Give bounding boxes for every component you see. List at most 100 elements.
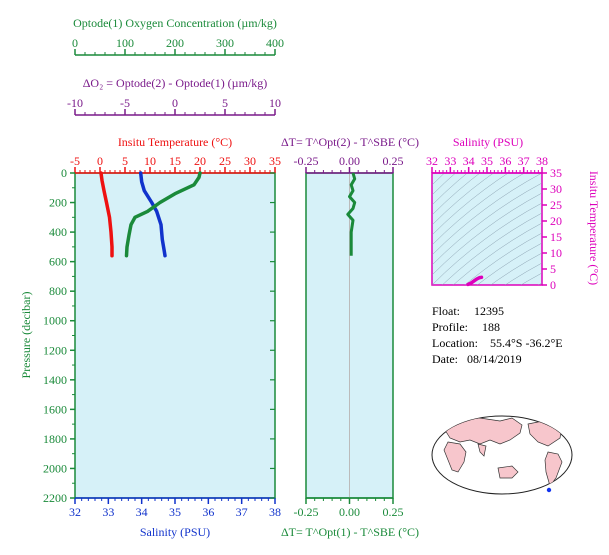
- ts-density-contour: [464, 232, 542, 285]
- delta-o2-axis-tick-label: -10: [67, 96, 83, 110]
- salinity-profile-line: [138, 171, 167, 258]
- oxygen-axis-title: Optode(1) Oxygen Concentration (µm/kg): [73, 16, 277, 30]
- ts-panel: [431, 172, 543, 286]
- oxygen-profile-line: [124, 171, 202, 258]
- ts-salinity-axis-tick-label: 34: [463, 154, 475, 168]
- ts-density-contour: [476, 242, 542, 285]
- ts-temperature-tick-label: 15: [550, 230, 562, 244]
- float-value: 12395: [474, 304, 504, 318]
- delta-t-top-axis-tick-label: -0.25: [294, 154, 319, 168]
- delta-o2-axis-tick-label: -5: [120, 96, 130, 110]
- salinity-axis-tick-label: 33: [102, 505, 114, 519]
- delta-t-bottom-axis-tick-label: -0.25: [294, 505, 319, 519]
- float-location-marker: [546, 487, 552, 493]
- ts-density-contour: [432, 173, 509, 236]
- ts-density-contour: [432, 173, 445, 186]
- delta-t-lines: [346, 172, 357, 256]
- ts-temperature-tick-label: 0: [550, 278, 556, 292]
- ts-density-contour: [490, 252, 542, 285]
- pressure-tick-label: 200: [49, 196, 67, 210]
- ts-temperature-tick-label: 35: [550, 166, 562, 180]
- temperature-axis-tick-label: 25: [219, 154, 231, 168]
- salinity-axis-tick-label: 37: [236, 505, 248, 519]
- delta-t-top-title: ΔT= T^Opt(2) - T^SBE (°C): [281, 135, 419, 149]
- delta-t-bottom-axis-tick-label: 0.00: [339, 505, 360, 519]
- ts-density-contour: [432, 173, 468, 206]
- ts-salinity-title: Salinity (PSU): [453, 135, 523, 149]
- temperature-axis-tick-label: -5: [70, 154, 80, 168]
- delta-o2-axis-tick-label: 10: [269, 96, 281, 110]
- ts-salinity-axis-tick-label: 38: [536, 154, 548, 168]
- delta-t-top-axis-tick-label: 0.00: [339, 154, 360, 168]
- delta-t-bottom-title: ΔT= T^Opt(1) - T^SBE (°C): [281, 525, 419, 539]
- oxygen-axis-tick-label: 400: [266, 36, 284, 50]
- temperature-axis-tick-label: 30: [244, 154, 256, 168]
- temperature-axis-tick-label: 15: [169, 154, 181, 168]
- salinity-axis: 32 33 34 35 36 37 38: [69, 497, 281, 519]
- pressure-tick-label: 400: [49, 225, 67, 239]
- oxygen-axis-tick-label: 100: [116, 36, 134, 50]
- delta-t-line: [346, 172, 357, 256]
- pressure-tick-label: 0: [61, 166, 67, 180]
- delta-t-bottom-axis: -0.25 0.00 0.25: [294, 497, 404, 519]
- delta-t-top-axis: -0.25 0.00 0.25: [294, 154, 404, 174]
- temperature-axis-tick-label: 0: [97, 154, 103, 168]
- pressure-tick-label: 600: [49, 255, 67, 269]
- ts-curve: [466, 275, 484, 287]
- salinity-axis-tick-label: 32: [69, 505, 81, 519]
- oxygen-axis-tick-label: 200: [166, 36, 184, 50]
- oxygen-axis-tick-label: 300: [216, 36, 234, 50]
- delta-o2-axis-tick-label: 0: [172, 96, 178, 110]
- salinity-axis-tick-label: 34: [136, 505, 148, 519]
- date-label: Date:: [432, 352, 458, 366]
- delta-o2-axis-title: ΔO₂ = Optode(2) - Optode(1) (µm/kg): [83, 76, 268, 90]
- salinity-axis-tick-label: 36: [202, 505, 214, 519]
- float-label: Float:: [432, 304, 460, 318]
- temperature-axis: -5 0 5 10 15 20 25 30 35: [70, 154, 281, 174]
- oxygen-axis-tick-label: 0: [72, 36, 78, 50]
- ts-density-contours: [432, 173, 542, 285]
- ts-density-contour: [504, 262, 542, 285]
- pressure-tick-label: 800: [49, 284, 67, 298]
- ts-temperature-tick-label: 20: [550, 214, 562, 228]
- temperature-axis-title: Insitu Temperature (°C): [118, 135, 232, 149]
- ts-temperature-label: Insitu Temperature (°C): [587, 171, 601, 285]
- delta-o2-axis-tick-label: 5: [222, 96, 228, 110]
- ts-density-contour: [432, 192, 542, 276]
- ts-density-contour: [452, 222, 542, 285]
- ts-salinity-axis-tick-label: 35: [481, 154, 493, 168]
- delta-t-bottom-axis-tick-label: 0.25: [383, 505, 404, 519]
- delta-t-top-axis-tick-label: 0.25: [383, 154, 404, 168]
- pressure-tick-label: 1000: [43, 314, 67, 328]
- ts-density-contour: [432, 173, 494, 226]
- profile-label: Profile:: [432, 320, 468, 334]
- ts-curve-line: [466, 275, 484, 287]
- ts-salinity-axis-tick-label: 33: [444, 154, 456, 168]
- ts-density-contour: [441, 212, 542, 285]
- temperature-profile-line: [99, 171, 114, 258]
- temperature-axis-tick-label: 5: [122, 154, 128, 168]
- map-australia: [497, 465, 519, 479]
- delta-o2-axis: -10 -5 0 5 10: [67, 96, 281, 116]
- ts-density-contour: [432, 202, 542, 285]
- pressure-axis: 0 200 400 600 800 1000 1200 1400 1600 1800 2000 220…: [43, 166, 275, 505]
- pressure-tick-label: 2200: [43, 491, 67, 505]
- temperature-axis-tick-label: 35: [269, 154, 281, 168]
- location-value: 55.4°S -36.2°E: [490, 336, 563, 350]
- date-value: 08/14/2019: [467, 352, 522, 366]
- map-africa: [443, 441, 467, 473]
- ts-temperature-tick-label: 10: [550, 246, 562, 260]
- ts-salinity-axis-tick-label: 37: [518, 154, 530, 168]
- location-label: Location:: [432, 336, 478, 350]
- ts-temperature-tick-label: 5: [550, 262, 556, 276]
- map-greenland: [559, 416, 572, 427]
- pressure-tick-label: 1400: [43, 373, 67, 387]
- ts-density-contour: [432, 173, 481, 216]
- ts-temperature-tick-label: 25: [550, 198, 562, 212]
- ts-salinity-axis-tick-label: 36: [499, 154, 511, 168]
- salinity-axis-tick-label: 35: [169, 505, 181, 519]
- profile-value: 188: [482, 320, 500, 334]
- map-eurasia: [444, 417, 523, 445]
- profile-lines: [99, 171, 202, 258]
- temperature-axis-tick-label: 10: [144, 154, 156, 168]
